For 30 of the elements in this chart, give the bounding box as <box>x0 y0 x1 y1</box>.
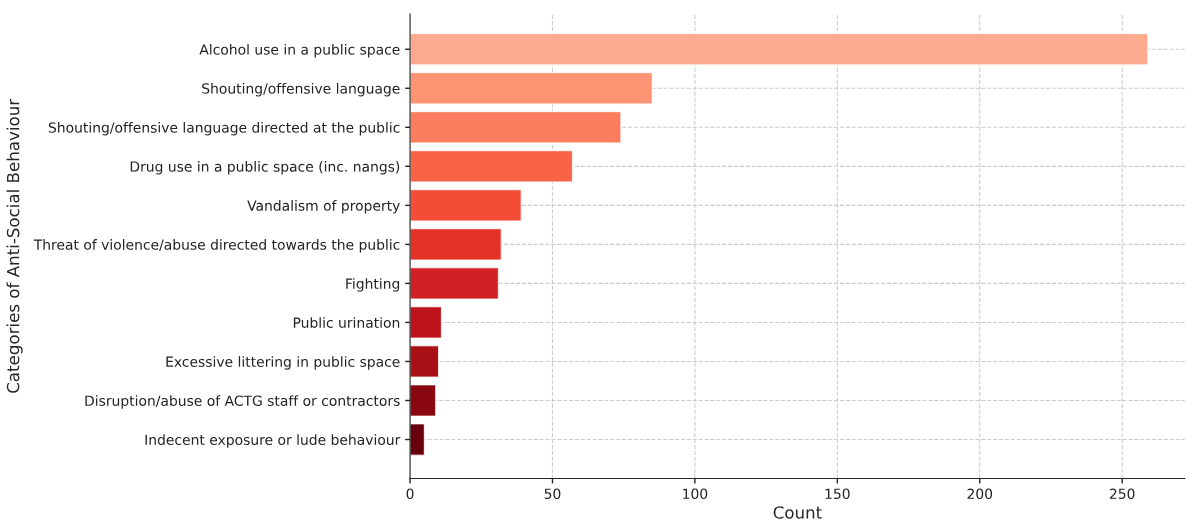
y-tick-label: Excessive littering in public space <box>166 356 400 370</box>
y-tick-label: Disruption/abuse of ACTG staff or contractors <box>85 395 400 409</box>
bar <box>410 189 522 222</box>
bar <box>410 111 622 144</box>
y-axis-title: Categories of Anti-Social Behaviour <box>6 98 23 393</box>
bar <box>410 267 499 300</box>
bar <box>410 150 573 183</box>
y-tick-label: Alcohol use in a public space <box>199 43 400 58</box>
x-tick-label: 150 <box>825 488 850 500</box>
bar <box>410 306 442 339</box>
bar <box>410 228 502 261</box>
y-tick-label: Indecent exposure or lude behaviour <box>145 434 401 448</box>
bar <box>410 423 425 456</box>
y-tick-label: Public urination <box>293 317 400 328</box>
x-tick-label: 50 <box>544 488 561 500</box>
y-tick-label: Vandalism of property <box>247 200 400 214</box>
y-tick-label: Shouting/offensive language <box>202 83 400 97</box>
x-tick-label: 200 <box>967 488 993 500</box>
bar <box>410 384 437 417</box>
bar <box>410 345 439 378</box>
bar <box>410 72 653 105</box>
bar <box>410 33 1149 66</box>
y-tick-label: Threat of violence/abuse directed towards the public <box>33 239 400 253</box>
x-tick-label: 100 <box>683 488 708 500</box>
y-tick-label: Drug use in a public space (inc. nangs) <box>130 161 400 175</box>
x-tick-label: 0 <box>406 488 414 500</box>
y-tick-label: Shouting/offensive language directed at the public <box>48 122 400 136</box>
x-tick-label: 250 <box>1109 488 1135 500</box>
y-tick-label: Fighting <box>346 278 400 292</box>
x-axis-title: Count <box>773 506 822 519</box>
